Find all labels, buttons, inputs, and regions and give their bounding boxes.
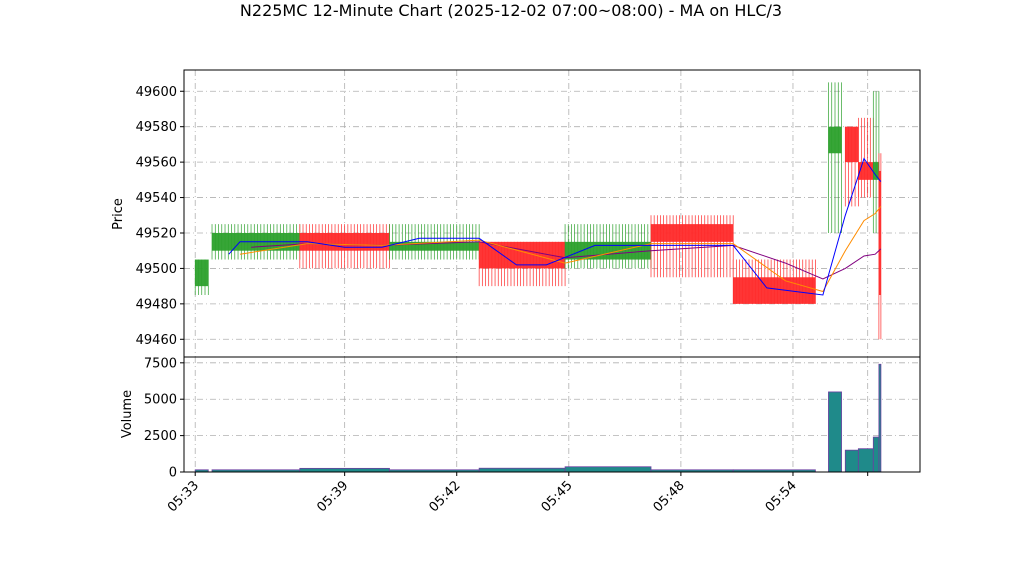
price-panel-frame — [183, 69, 921, 358]
volume-panel-frame — [183, 356, 921, 473]
volume-tick-label: 5000 — [144, 393, 177, 408]
candle-body — [873, 162, 879, 180]
chart-title: N225MC 12-Minute Chart (2025-12-02 07:00… — [239, 1, 783, 20]
volume-tick-label: 0 — [169, 466, 177, 481]
candle-body — [828, 126, 842, 154]
moving-average-lines — [228, 157, 882, 296]
price-tick-label: 49520 — [136, 226, 177, 241]
candle-down — [732, 259, 816, 304]
candle-body — [299, 232, 390, 251]
price-axis-label: Price — [111, 198, 126, 230]
price-tick-label: 49600 — [136, 85, 177, 100]
candle-body — [195, 259, 209, 287]
x-axis: 05:33 05:39 05:42 05:45 05:48 05:54 — [165, 472, 869, 515]
price-tick-label: 49540 — [136, 191, 177, 206]
volume-axis-label: Volume — [120, 390, 135, 438]
candle-body — [878, 170, 881, 295]
volume-bar — [299, 467, 390, 473]
volume-axis: 0 2500 5000 7500 — [144, 356, 184, 481]
x-tick-label: 05:48 — [651, 478, 688, 515]
volume-bars — [194, 363, 882, 473]
volume-tick-label: 7500 — [144, 356, 177, 371]
ma-fast-line — [228, 157, 882, 296]
candle-body — [858, 162, 874, 180]
volume-bar — [478, 467, 566, 473]
candle-up — [828, 82, 842, 233]
x-tick-label: 05:39 — [314, 478, 351, 515]
candle-body — [565, 241, 652, 260]
candle-down — [299, 224, 390, 269]
volume-bar — [857, 448, 874, 473]
price-tick-label: 49500 — [136, 262, 177, 277]
candle-down — [650, 215, 734, 278]
volume-tick-label: 2500 — [144, 429, 177, 444]
x-tick-label: 05:45 — [539, 478, 576, 515]
x-tick-label: 05:54 — [763, 478, 800, 515]
candle-down — [878, 153, 882, 340]
candles — [194, 82, 882, 340]
volume-bar — [844, 449, 859, 473]
candle-body — [733, 277, 816, 304]
candle-body — [389, 241, 480, 251]
candle-body — [651, 224, 734, 242]
price-tick-label: 49560 — [136, 156, 177, 171]
price-tick-label: 49480 — [136, 297, 177, 312]
price-grid — [184, 70, 920, 357]
x-tick-label: 05:33 — [165, 478, 202, 515]
candle-down — [478, 241, 566, 287]
volume-grid — [184, 357, 920, 473]
volume-bar — [872, 436, 880, 473]
candle-up — [194, 259, 209, 295]
candle-body — [845, 126, 859, 163]
ma-mid-line — [239, 206, 882, 293]
candle-up — [564, 224, 652, 269]
price-axis: 49460 49480 49500 49520 49540 49560 49580 49600 — [136, 85, 184, 348]
volume-bar — [564, 466, 652, 473]
x-tick-label: 05:42 — [426, 478, 463, 515]
price-tick-label: 49460 — [136, 333, 177, 348]
volume-bar — [828, 391, 842, 473]
price-tick-label: 49580 — [136, 120, 177, 135]
volume-bar — [878, 363, 882, 473]
candle-down — [858, 117, 874, 198]
